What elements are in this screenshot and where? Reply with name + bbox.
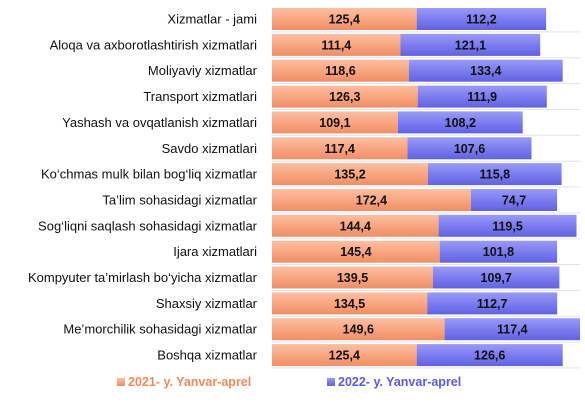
value-label-2022: 108,2 xyxy=(445,116,476,130)
value-label-2021: 125,4 xyxy=(329,13,360,27)
bar-2022 xyxy=(427,292,558,315)
value-label-2022: 109,7 xyxy=(481,271,512,285)
value-label-2022: 74,7 xyxy=(502,194,526,208)
category-label: Ko‘chmas mulk bilan bog‘liq xizmatlar xyxy=(41,167,258,182)
category-label: Boshqa xizmatlar xyxy=(157,348,257,363)
category-label: Savdo xizmatlari xyxy=(162,141,257,156)
category-label: Aloqa va axborotlashtirish xizmatlari xyxy=(50,37,257,52)
bar-2022 xyxy=(444,318,580,341)
bar-2022 xyxy=(407,137,532,160)
bar-2021 xyxy=(272,85,418,108)
bar-2021 xyxy=(272,318,445,341)
bar-2021 xyxy=(272,163,428,186)
value-label-2022: 126,6 xyxy=(474,349,505,363)
legend-label: 2021- y. Yanvar-aprel xyxy=(128,375,251,389)
category-label: Kompyuter ta’mirlash bo‘yicha xizmatlar xyxy=(28,270,258,285)
legend-label: 2022- y. Yanvar-aprel xyxy=(338,375,461,389)
bar-2021 xyxy=(272,111,398,134)
bar-2021 xyxy=(272,214,439,237)
value-label-2021: 118,6 xyxy=(325,64,356,78)
bar-2021 xyxy=(272,266,433,289)
value-label-2022: 117,4 xyxy=(497,323,528,337)
value-label-2021: 126,3 xyxy=(329,90,360,104)
legend-swatch xyxy=(327,378,335,386)
value-label-2021: 125,4 xyxy=(329,349,360,363)
value-label-2022: 112,2 xyxy=(466,13,497,27)
bar-2021 xyxy=(272,59,409,82)
bars-layer xyxy=(272,8,580,369)
value-label-2022: 115,8 xyxy=(480,168,511,182)
bar-2021 xyxy=(272,137,408,160)
bar-2022 xyxy=(417,85,547,108)
category-labels-layer: Xizmatlar - jami Aloqa va axborotlashtiri… xyxy=(28,12,258,363)
value-label-2021: 117,4 xyxy=(324,142,355,156)
bar-2022 xyxy=(439,240,558,263)
value-label-2022: 107,6 xyxy=(454,142,485,156)
value-label-2021: 145,4 xyxy=(340,245,371,259)
legend: 2021- y. Yanvar-aprel 2022- y. Yanvar-apr… xyxy=(117,375,461,389)
value-label-2022: 111,9 xyxy=(467,90,497,104)
value-label-2022: 121,1 xyxy=(455,38,486,52)
value-label-2021: 134,5 xyxy=(334,297,365,311)
bar-2021 xyxy=(272,33,401,56)
value-label-2021: 172,4 xyxy=(356,194,387,208)
value-label-2022: 119,5 xyxy=(492,219,523,233)
value-labels-layer: 125,4 112,2 111,4 121,1 118,6 133,4 126,3 111,9… xyxy=(319,13,527,363)
bar-2021 xyxy=(272,240,440,263)
bar-2022 xyxy=(438,214,577,237)
legend-swatch xyxy=(117,378,125,386)
category-label: Sog‘liqni saqlash sohasidagi xizmatlar xyxy=(38,218,258,233)
value-label-2021: 111,4 xyxy=(321,38,351,52)
category-label: Me’morchilik sohasidagi xizmatlar xyxy=(63,322,257,337)
value-label-2021: 109,1 xyxy=(319,116,350,130)
bar-2022 xyxy=(397,111,523,134)
category-label: Yashash va ovqatlanish xizmatlari xyxy=(62,115,257,130)
bar-2021 xyxy=(272,8,417,30)
value-label-2022: 133,4 xyxy=(470,64,501,78)
bar-2022 xyxy=(428,163,562,186)
category-label: Transport xizmatlari xyxy=(143,89,257,104)
value-label-2021: 144,4 xyxy=(340,219,371,233)
category-label: Ijara xizmatlari xyxy=(173,244,257,259)
category-label: Moliyaviy xizmatlar xyxy=(148,63,258,78)
value-label-2021: 149,6 xyxy=(343,323,374,337)
bar-2022 xyxy=(432,266,560,289)
category-label: Ta’lim sohasidagi xizmatlar xyxy=(102,193,257,208)
legend-item-2022: 2022- y. Yanvar-aprel xyxy=(327,375,461,389)
bar-2022 xyxy=(470,189,558,211)
value-label-2022: 112,7 xyxy=(477,297,508,311)
bar-2022 xyxy=(400,33,541,56)
bar-2022 xyxy=(416,344,563,367)
value-label-2022: 101,8 xyxy=(483,245,514,259)
bar-2022 xyxy=(416,8,547,30)
category-label: Shaxsiy xizmatlar xyxy=(156,296,258,311)
category-label: Xizmatlar - jami xyxy=(167,12,257,27)
bar-2021 xyxy=(272,189,471,211)
bar-2021 xyxy=(272,292,428,315)
bar-2021 xyxy=(272,344,417,367)
bar-2022 xyxy=(408,59,563,82)
value-label-2021: 139,5 xyxy=(337,271,368,285)
value-label-2021: 135,2 xyxy=(334,168,365,182)
legend-item-2021: 2021- y. Yanvar-aprel xyxy=(117,375,251,389)
